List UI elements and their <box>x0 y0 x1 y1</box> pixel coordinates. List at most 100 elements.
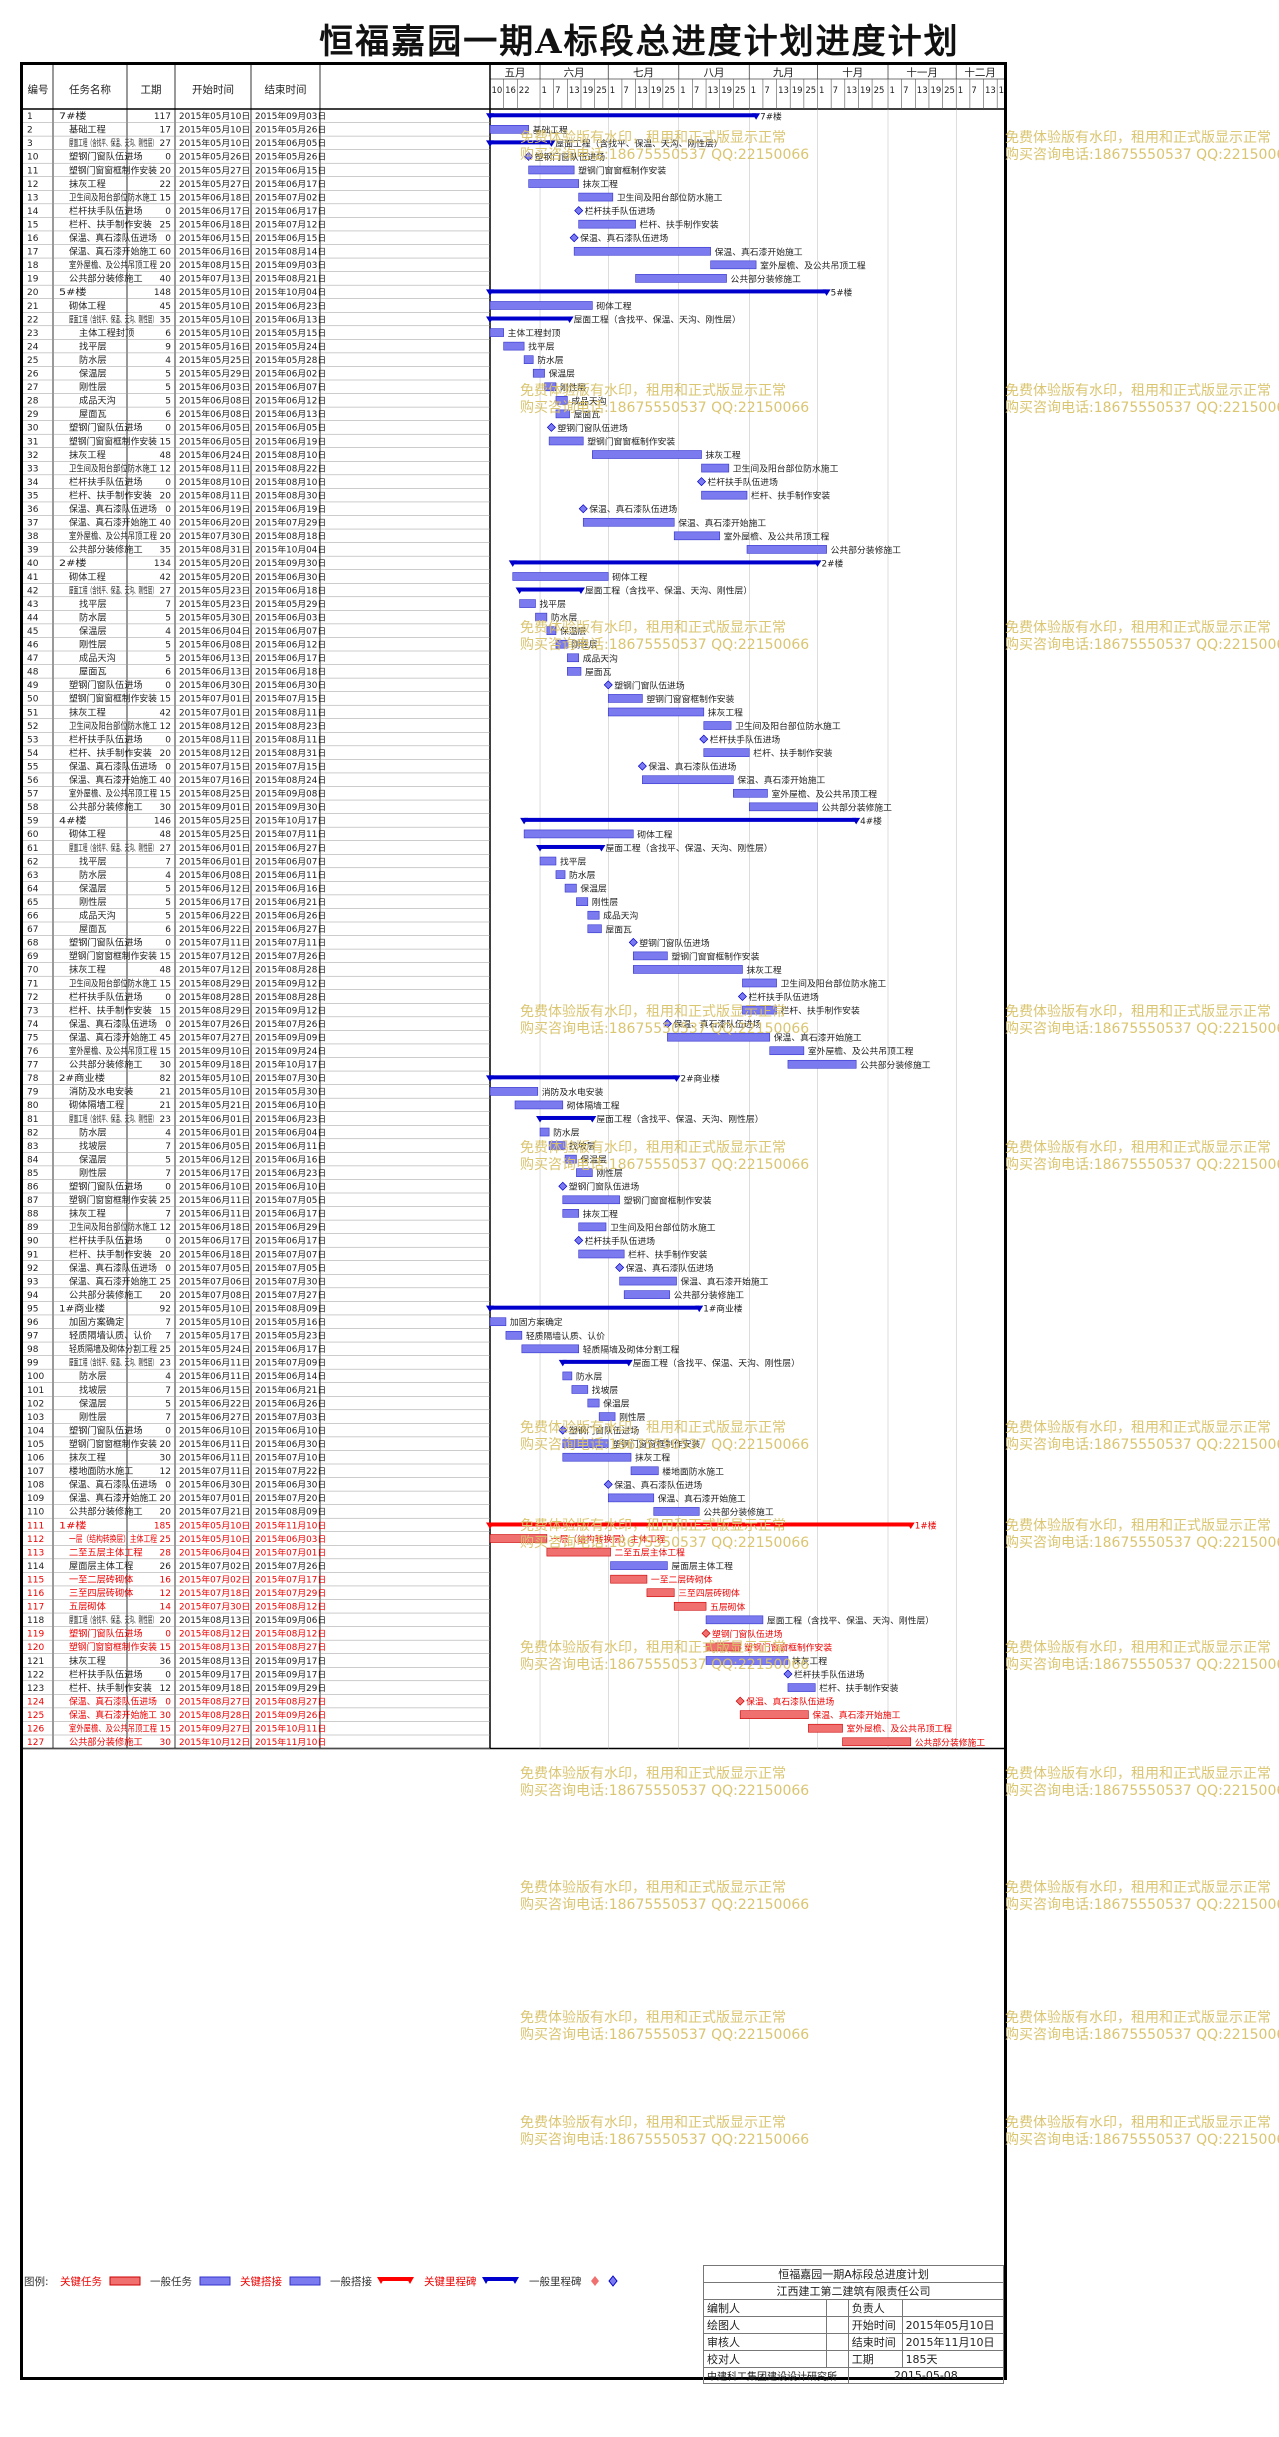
task-duration: 16 <box>160 1575 172 1585</box>
task-bar <box>512 572 609 581</box>
task-name: 栏杆、扶手制作安装 <box>69 1248 152 1260</box>
task-id: 57 <box>27 790 38 800</box>
task-id: 64 <box>27 884 39 894</box>
bar-label: 轻质隔墙及砌体分割工程 <box>583 1343 680 1355</box>
task-end: 2015年06月13日 <box>255 313 326 325</box>
task-id: 73 <box>27 1006 38 1016</box>
task-start: 2015年06月01日 <box>179 1113 250 1125</box>
title-block-title: 恒福嘉园一期A标段总进度计划 <box>703 2265 1004 2283</box>
task-bar <box>587 1398 600 1408</box>
task-id: 14 <box>27 207 39 217</box>
task-id: 121 <box>27 1657 44 1667</box>
task-start: 2015年06月01日 <box>179 1126 250 1138</box>
bar-label: 4#楼 <box>860 815 882 827</box>
task-id: 47 <box>27 654 38 664</box>
task-duration: 12 <box>160 722 171 732</box>
task-duration: 20 <box>160 1616 172 1626</box>
task-name: 卫生间及阳台部位防水施工 <box>69 462 157 474</box>
legend-svg: 图例: 关键任务 一般任务 关键搭接 一般搭接 关键里程碑 一般里程碑 <box>24 2275 618 2288</box>
task-id: 89 <box>27 1223 39 1233</box>
task-duration: 6 <box>165 329 171 339</box>
milestone-diamond <box>569 233 579 243</box>
day-tick-label: 13 <box>846 86 857 96</box>
bar-label: 防水层 <box>551 612 578 624</box>
task-id: 36 <box>27 505 39 515</box>
task-name: 保温、真石漆开始施工 <box>69 1031 157 1043</box>
task-name: 公共部分装修施工 <box>69 1736 143 1748</box>
bar-label: 屋面工程（含找平、保温、天沟、刚性层） <box>767 1614 934 1626</box>
task-id: 125 <box>27 1711 44 1721</box>
task-bar <box>748 802 818 812</box>
task-id: 70 <box>27 966 39 976</box>
milestone-diamond <box>615 1263 625 1273</box>
task-bar <box>539 856 557 866</box>
legend-label: 一般任务 <box>150 2275 192 2288</box>
bar-label: 刚性层 <box>592 896 619 908</box>
task-bar <box>673 1601 707 1611</box>
task-start: 2015年06月30日 <box>179 1479 250 1491</box>
task-name: 保温层 <box>79 368 107 380</box>
task-bar <box>673 531 721 541</box>
task-start: 2015年08月29日 <box>179 1004 250 1016</box>
task-duration: 0 <box>165 1426 171 1436</box>
bar-label: 抹灰工程 <box>706 449 741 461</box>
bar-label: 楼地面防水施工 <box>662 1465 724 1477</box>
label-owner: 负责人 <box>847 2299 903 2317</box>
task-bar <box>505 1330 523 1340</box>
label-start: 开始时间 <box>847 2316 903 2334</box>
task-duration: 5 <box>165 884 171 894</box>
task-start: 2015年06月17日 <box>179 896 250 908</box>
watermark-line1: 免费体验版有水印，租用和正式版显示正常 <box>1005 1140 1271 1156</box>
task-id: 72 <box>27 993 38 1003</box>
task-id: 17 <box>27 248 38 258</box>
task-name: 公共部分装修施工 <box>69 544 143 556</box>
task-name: 砌体隔墙工程 <box>69 1099 124 1111</box>
title-block-table: 恒福嘉园一期A标段总进度计划 江西建工第二建筑有限责任公司 编制人 负责人 绘图… <box>702 2265 1005 2384</box>
watermark-line1: 免费体验版有水印，租用和正式版显示正常 <box>1005 130 1271 146</box>
task-end: 2015年05月23日 <box>255 1330 326 1342</box>
task-bar <box>544 382 557 392</box>
task-start: 2015年06月22日 <box>179 923 250 935</box>
bar-label: 保温、真石漆开始施工 <box>658 1492 746 1504</box>
header-id: 编号 <box>28 83 49 96</box>
task-duration: 12 <box>160 464 171 474</box>
task-duration: 4 <box>165 627 171 637</box>
task-start: 2015年06月11日 <box>179 1452 250 1464</box>
task-start: 2015年05月25日 <box>179 815 250 827</box>
bar-label: 抹灰工程 <box>583 1208 618 1220</box>
task-end: 2015年06月19日 <box>255 435 326 447</box>
summary-bar <box>490 289 827 294</box>
task-name: 2#楼 <box>59 557 87 569</box>
bar-label: 防水层 <box>569 869 596 881</box>
task-duration: 0 <box>165 1630 171 1640</box>
task-bar <box>630 1466 659 1476</box>
task-end: 2015年06月30日 <box>255 571 326 583</box>
task-id: 37 <box>27 519 38 529</box>
bar-label: 保温层 <box>549 368 576 380</box>
task-start: 2015年06月18日 <box>179 218 250 230</box>
watermark-text: 免费体验版有水印，租用和正式版显示正常 购买咨询电话:18675550537 QQ… <box>520 130 809 164</box>
bar-label: 成品天沟 <box>603 910 638 922</box>
task-end: 2015年07月15日 <box>255 760 326 772</box>
task-name: 保温、真石漆开始施工 <box>69 1492 157 1504</box>
task-start: 2015年06月08日 <box>179 639 250 651</box>
task-name: 保温、真石漆开始施工 <box>69 1709 157 1721</box>
task-id: 94 <box>27 1291 39 1301</box>
task-name: 栏杆扶手队伍进场 <box>69 733 143 745</box>
task-name: 防水层 <box>79 354 107 366</box>
task-duration: 9 <box>165 342 171 352</box>
task-bar <box>607 707 705 717</box>
task-duration: 4 <box>165 356 171 366</box>
task-duration: 5 <box>165 898 171 908</box>
task-bar <box>532 368 545 378</box>
bar-label: 卫生间及阳台部位防水施工 <box>733 463 839 475</box>
task-end: 2015年05月15日 <box>255 327 326 339</box>
task-end: 2015年09月12日 <box>255 1004 326 1016</box>
task-duration: 0 <box>165 1183 171 1193</box>
task-duration: 35 <box>160 546 171 556</box>
summary-start-cap <box>486 1522 494 1529</box>
bar-label: 砌体隔墙工程 <box>567 1099 620 1111</box>
task-end: 2015年09月06日 <box>255 1614 326 1626</box>
bar-label: 栏杆扶手队伍进场 <box>585 205 656 217</box>
